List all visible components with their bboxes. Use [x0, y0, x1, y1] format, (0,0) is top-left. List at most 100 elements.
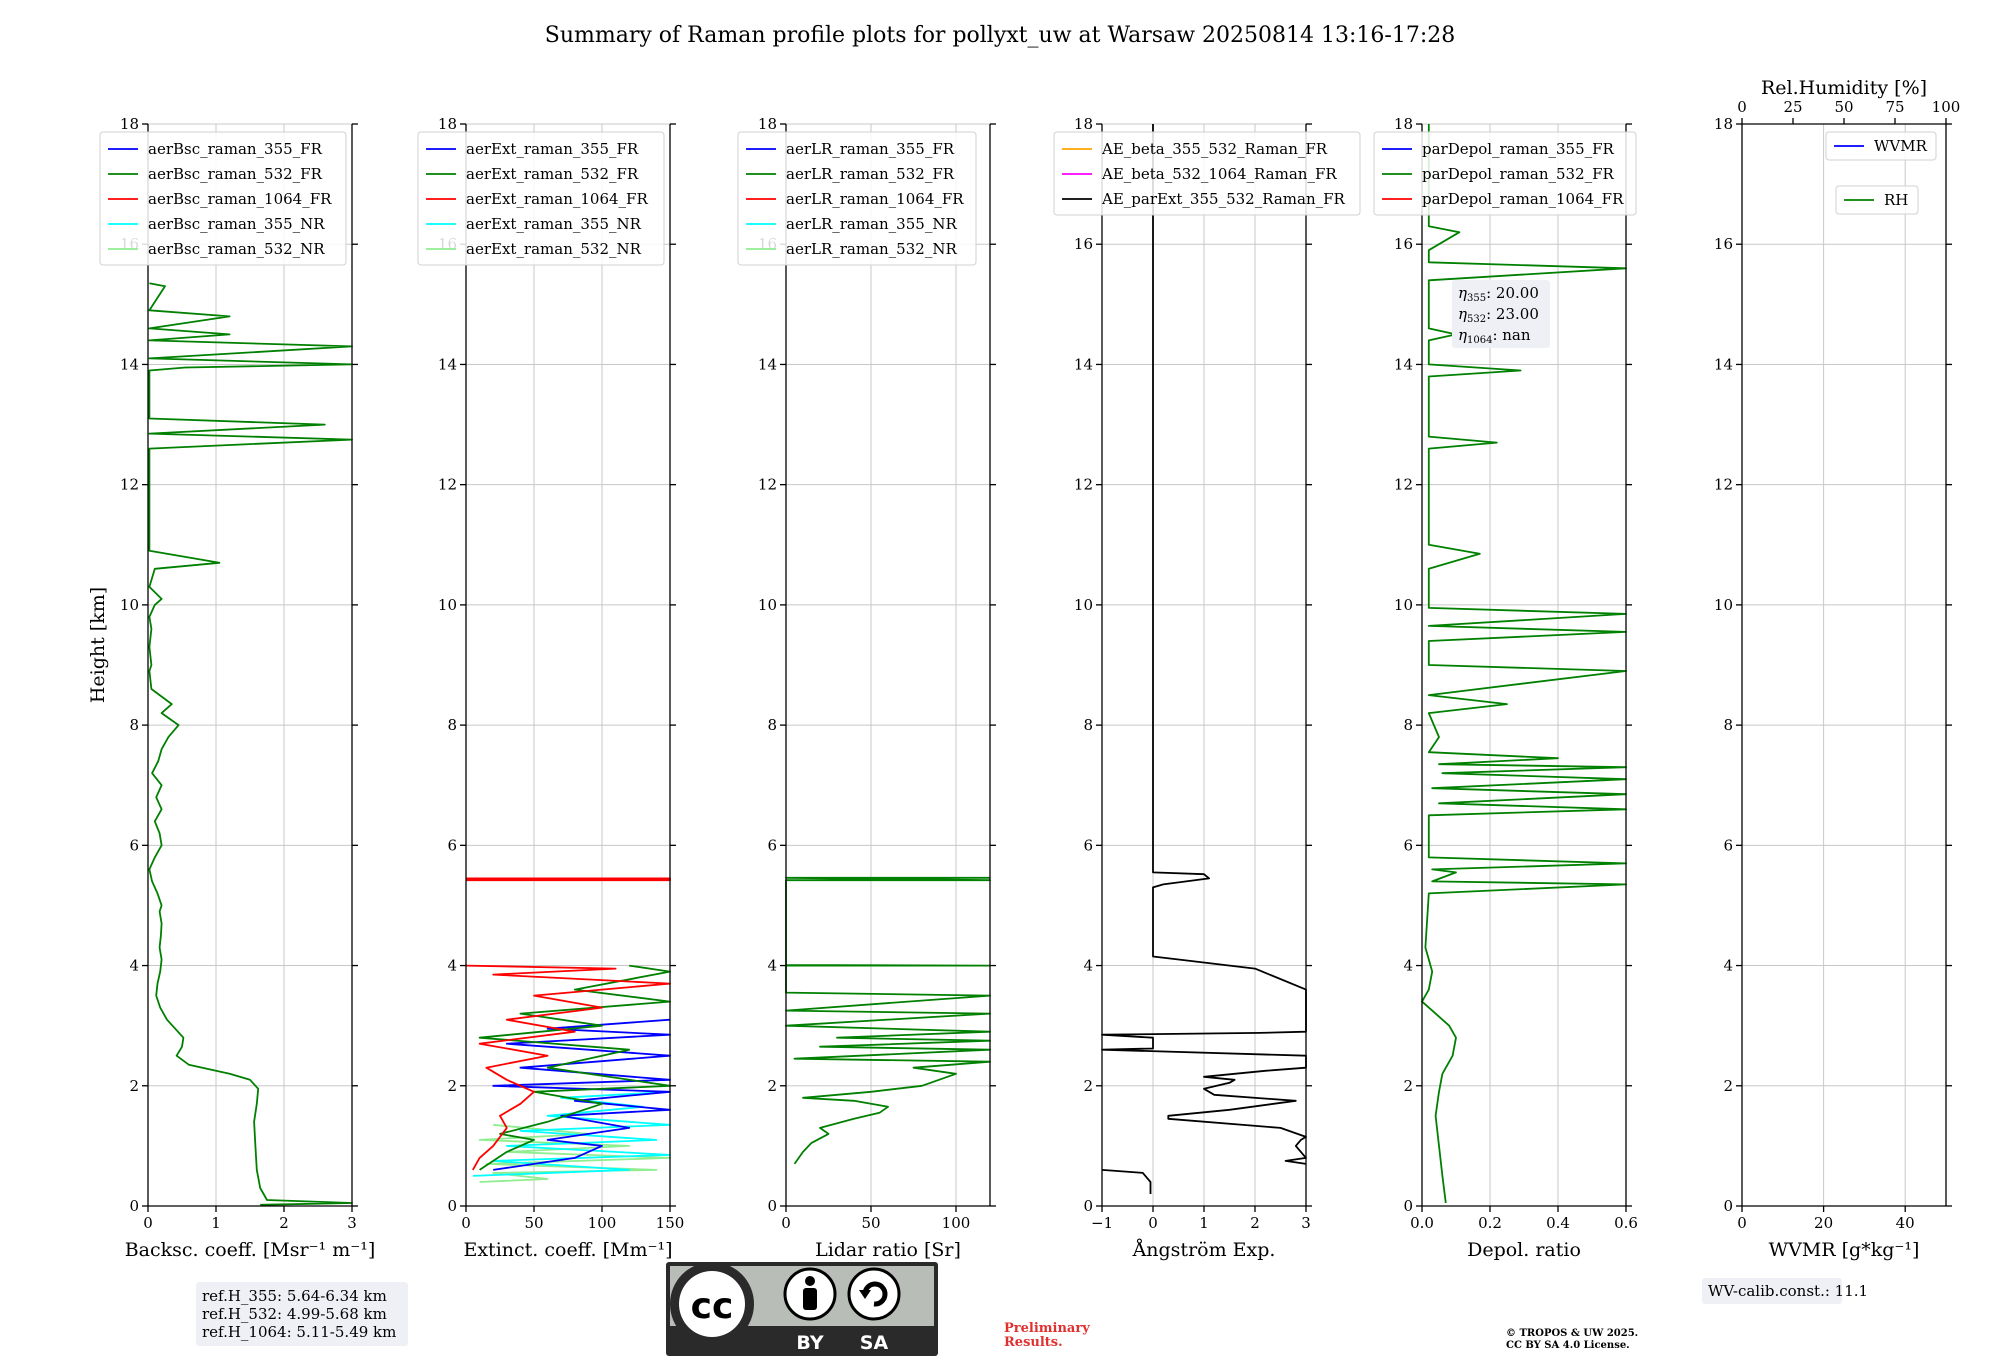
wv-calib-text: WV-calib.const.: 11.1	[1708, 1282, 1868, 1300]
eta-355: η355: 20.00	[1458, 284, 1539, 304]
x-tick-label: 150	[656, 1214, 685, 1232]
legend: aerLR_raman_355_FR aerLR_raman_532_FR aerL…	[737, 131, 977, 266]
cc-license-badge: cc BY SA	[666, 1262, 938, 1356]
y-tick-label: 14	[1394, 355, 1413, 373]
y-tick-label: 10	[758, 596, 777, 614]
x-axis-label: Backsc. coeff. [Msr⁻¹ m⁻¹]	[125, 1239, 376, 1261]
figure-title: Summary of Raman profile plots for polly…	[545, 23, 1455, 48]
y-tick-label: 12	[1394, 476, 1413, 494]
y-tick-label: 18	[1714, 115, 1733, 133]
y-tick-label: 8	[1403, 716, 1413, 734]
y-tick-label: 6	[447, 836, 457, 854]
wv-calib-box: WV-calib.const.: 11.1	[1702, 1278, 1868, 1304]
top-x-tick-label: 25	[1783, 98, 1802, 116]
y-tick-label: 10	[1714, 596, 1733, 614]
legend-label: RH	[1884, 191, 1908, 209]
x-tick-label: 0.0	[1410, 1214, 1434, 1232]
y-tick-label: 0	[129, 1197, 139, 1215]
y-tick-label: 10	[1074, 596, 1093, 614]
x-tick-label: 3	[347, 1214, 357, 1232]
legend-label: aerExt_raman_532_FR	[466, 165, 639, 183]
y-tick-label: 8	[767, 716, 777, 734]
legend-box	[1825, 131, 1937, 161]
y-tick-label: 14	[438, 355, 457, 373]
y-tick-label: 12	[438, 476, 457, 494]
x-tick-label: 3	[1301, 1214, 1311, 1232]
y-tick-label: 4	[129, 957, 139, 975]
y-tick-label: 4	[1083, 957, 1093, 975]
x-tick-label: 50	[861, 1214, 880, 1232]
top-x-tick-label: 75	[1885, 98, 1904, 116]
y-tick-label: 18	[438, 115, 457, 133]
y-tick-label: 2	[1403, 1077, 1413, 1095]
legend-label: aerExt_raman_1064_FR	[466, 190, 648, 208]
y-tick-label: 6	[1723, 836, 1733, 854]
copyright-line-1: © TROPOS & UW 2025.	[1506, 1328, 1638, 1339]
chart-panel-2: 024681012141618050100150Extinct. coeff. …	[417, 115, 685, 1261]
preliminary-label-1: Preliminary	[1004, 1321, 1090, 1336]
y-tick-label: 4	[1723, 957, 1733, 975]
y-tick-label: 12	[758, 476, 777, 494]
y-tick-label: 10	[1394, 596, 1413, 614]
legend-label: aerBsc_raman_355_FR	[148, 140, 323, 158]
x-axis-label: Lidar ratio [Sr]	[815, 1239, 961, 1261]
legend-label: aerExt_raman_532_NR	[466, 240, 642, 258]
x-tick-label: 0.2	[1478, 1214, 1502, 1232]
y-tick-label: 6	[1403, 836, 1413, 854]
legend-label: parDepol_raman_355_FR	[1422, 140, 1615, 158]
series-line	[466, 877, 671, 882]
legend-label: AE_beta_355_532_Raman_FR	[1101, 140, 1328, 158]
legend: aerExt_raman_355_FR aerExt_raman_532_FRae…	[417, 131, 665, 266]
legend-label: aerExt_raman_355_NR	[466, 215, 642, 233]
legend-label: aerLR_raman_532_FR	[786, 165, 955, 183]
y-tick-label: 10	[438, 596, 457, 614]
y-tick-label: 16	[1074, 235, 1093, 253]
eta-532-value: : 23.00	[1486, 305, 1539, 323]
y-tick-label: 2	[1723, 1077, 1733, 1095]
legend-label: aerBsc_raman_532_FR	[148, 165, 323, 183]
y-tick-label: 4	[1403, 957, 1413, 975]
y-axis-label: Height [km]	[87, 587, 109, 703]
series-line	[785, 876, 991, 1165]
y-tick-label: 18	[758, 115, 777, 133]
y-tick-label: 4	[447, 957, 457, 975]
x-axis-label: Ångström Exp.	[1132, 1239, 1276, 1261]
y-tick-label: 10	[120, 596, 139, 614]
cc-by-label: BY	[796, 1332, 823, 1354]
series-line	[1101, 1169, 1152, 1194]
legend-label: WVMR	[1874, 137, 1928, 155]
x-tick-label: 1	[211, 1214, 221, 1232]
x-tick-label: 0.4	[1546, 1214, 1570, 1232]
series-line	[478, 964, 671, 1171]
x-tick-label: 1	[1199, 1214, 1209, 1232]
legend-box	[99, 131, 347, 266]
y-tick-label: 8	[1723, 716, 1733, 734]
x-tick-label: 0.6	[1614, 1214, 1638, 1232]
x-tick-label: 0	[143, 1214, 153, 1232]
y-tick-label: 14	[758, 355, 777, 373]
chart-panel-1: 0246810121416180123Backsc. coeff. [Msr⁻¹…	[99, 115, 376, 1261]
y-tick-label: 0	[1083, 1197, 1093, 1215]
ref-height-532: ref.H_532: 4.99-5.68 km	[202, 1305, 387, 1323]
x-tick-label: 0	[461, 1214, 471, 1232]
y-tick-label: 12	[1714, 476, 1733, 494]
x-tick-label: 2	[279, 1214, 289, 1232]
x-tick-label: 100	[588, 1214, 617, 1232]
legend-label: parDepol_raman_1064_FR	[1422, 190, 1624, 208]
x-tick-label: 20	[1814, 1214, 1833, 1232]
x-axis-label: Extinct. coeff. [Mm⁻¹]	[463, 1239, 672, 1261]
y-tick-label: 14	[1074, 355, 1093, 373]
y-tick-label: 8	[447, 716, 457, 734]
legend-label: aerLR_raman_532_NR	[786, 240, 957, 258]
series-line	[148, 282, 353, 1206]
legend-box	[417, 131, 665, 266]
reference-height-box: ref.H_355: 5.64-6.34 km ref.H_532: 4.99-…	[196, 1282, 408, 1346]
by-person-icon	[783, 1267, 837, 1321]
legend-label: aerLR_raman_355_NR	[786, 215, 957, 233]
series-line	[1421, 124, 1627, 1204]
y-tick-label: 0	[767, 1197, 777, 1215]
legend-label: parDepol_raman_532_FR	[1422, 165, 1615, 183]
